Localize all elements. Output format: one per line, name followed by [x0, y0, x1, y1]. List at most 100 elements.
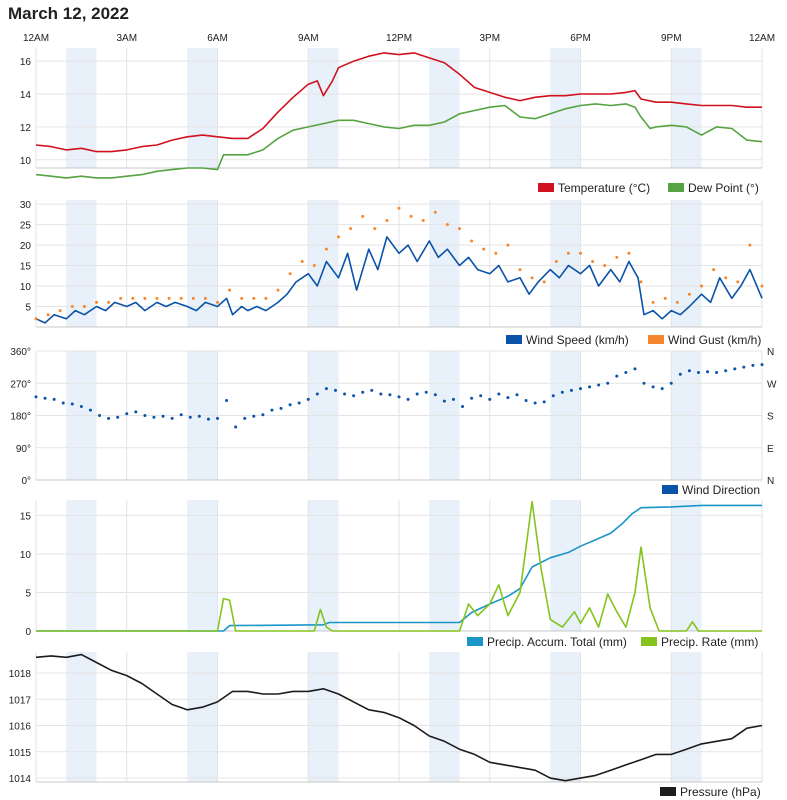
- data-point: [179, 296, 183, 300]
- y-tick-label: 0°: [21, 476, 31, 487]
- data-point: [724, 369, 728, 373]
- shade-band: [671, 200, 702, 327]
- data-point: [696, 371, 700, 374]
- legend-label[interactable]: Temperature (°C): [558, 181, 650, 195]
- data-point: [433, 393, 437, 397]
- data-point: [43, 396, 47, 400]
- time-axis-label: 3AM: [116, 33, 137, 44]
- y-tick-label: 180°: [10, 412, 31, 423]
- data-point: [324, 247, 328, 251]
- shade-band: [429, 48, 460, 168]
- y-tick-label: 25: [20, 221, 32, 232]
- time-axis-label: 6AM: [207, 33, 228, 44]
- data-point: [315, 392, 319, 396]
- time-axis-label: 6PM: [570, 33, 591, 44]
- legend-label[interactable]: Wind Speed (km/h): [526, 333, 629, 347]
- data-point: [188, 415, 192, 419]
- chart-direction: 0° 90° 180° 270° 360° N E S W N Wind Direction: [10, 347, 777, 497]
- legend-label[interactable]: Dew Point (°): [688, 181, 759, 195]
- data-point: [370, 388, 374, 392]
- data-point: [300, 259, 304, 263]
- data-point: [663, 296, 667, 300]
- data-point: [34, 395, 38, 399]
- y-tick-label: 0: [25, 627, 31, 638]
- data-point: [337, 235, 340, 239]
- legend-label[interactable]: Precip. Accum. Total (mm): [487, 635, 627, 649]
- shade-band: [429, 200, 460, 327]
- data-point: [197, 414, 201, 418]
- page-title: March 12, 2022: [8, 4, 129, 23]
- shade-band: [671, 48, 702, 168]
- data-point: [82, 305, 86, 309]
- data-point: [79, 405, 83, 409]
- data-point: [482, 247, 486, 251]
- data-point: [264, 296, 268, 300]
- data-point: [191, 296, 195, 300]
- time-axis-label: 12PM: [386, 33, 412, 44]
- shade-band: [187, 500, 218, 631]
- compass-label: N: [767, 476, 774, 487]
- data-point: [352, 394, 356, 398]
- chart-wind: 5 10 15 20 25 30 Wind Speed (km/h) Wind Gust (k…: [20, 200, 764, 347]
- data-point: [155, 296, 159, 300]
- data-point: [533, 401, 537, 405]
- data-point: [252, 414, 256, 418]
- shade-band: [550, 200, 581, 327]
- y-tick-label: 1016: [9, 722, 32, 733]
- data-point: [461, 405, 465, 409]
- data-point: [125, 412, 129, 416]
- data-point: [706, 370, 710, 374]
- data-point: [143, 414, 147, 417]
- data-point: [530, 276, 534, 280]
- data-point: [58, 309, 62, 313]
- data-point: [167, 296, 171, 300]
- data-point: [566, 251, 570, 255]
- data-point: [216, 300, 219, 304]
- shade-band: [671, 500, 702, 631]
- y-tick-label: 12: [20, 123, 32, 134]
- legend-label[interactable]: Wind Gust (km/h): [668, 333, 761, 347]
- data-point: [518, 268, 522, 272]
- compass-label: N: [767, 347, 774, 358]
- data-point: [715, 371, 719, 374]
- data-point: [397, 395, 401, 399]
- data-point: [261, 413, 265, 417]
- data-point: [470, 396, 474, 400]
- y-tick-label: 1014: [9, 774, 32, 785]
- data-point: [216, 416, 219, 420]
- legend-label[interactable]: Precip. Rate (mm): [661, 635, 758, 649]
- data-point: [152, 415, 156, 419]
- data-point: [542, 280, 546, 284]
- data-point: [288, 403, 292, 407]
- shade-band: [66, 652, 97, 782]
- data-point: [669, 381, 673, 385]
- y-tick-label: 20: [20, 241, 32, 252]
- chart-precip: 0 5 10 15 Precip. Accum. Total (mm) Precip. R…: [20, 500, 763, 649]
- legend-swatch: [467, 637, 483, 646]
- shade-band: [550, 652, 581, 782]
- time-axis-label: 12AM: [749, 33, 775, 44]
- data-point: [760, 363, 764, 367]
- data-point: [660, 387, 664, 391]
- compass-label: S: [767, 412, 774, 423]
- data-point: [742, 365, 746, 369]
- data-point: [494, 251, 498, 255]
- data-point: [107, 416, 111, 420]
- shade-band: [187, 48, 218, 168]
- data-point: [52, 397, 56, 401]
- data-point: [333, 388, 337, 392]
- data-point: [624, 371, 628, 374]
- data-point: [524, 398, 528, 402]
- legend-label[interactable]: Wind Direction: [682, 483, 760, 497]
- series-line: [36, 504, 762, 632]
- shade-band: [429, 500, 460, 631]
- shade-band: [308, 48, 339, 168]
- data-point: [240, 296, 244, 300]
- legend-label[interactable]: Pressure (hPa): [680, 785, 761, 799]
- y-tick-label: 15: [20, 262, 32, 273]
- data-point: [306, 397, 310, 401]
- series-line: [35, 52, 762, 153]
- data-point: [134, 410, 138, 414]
- data-point: [615, 374, 619, 378]
- time-axis-label: 9AM: [298, 33, 319, 44]
